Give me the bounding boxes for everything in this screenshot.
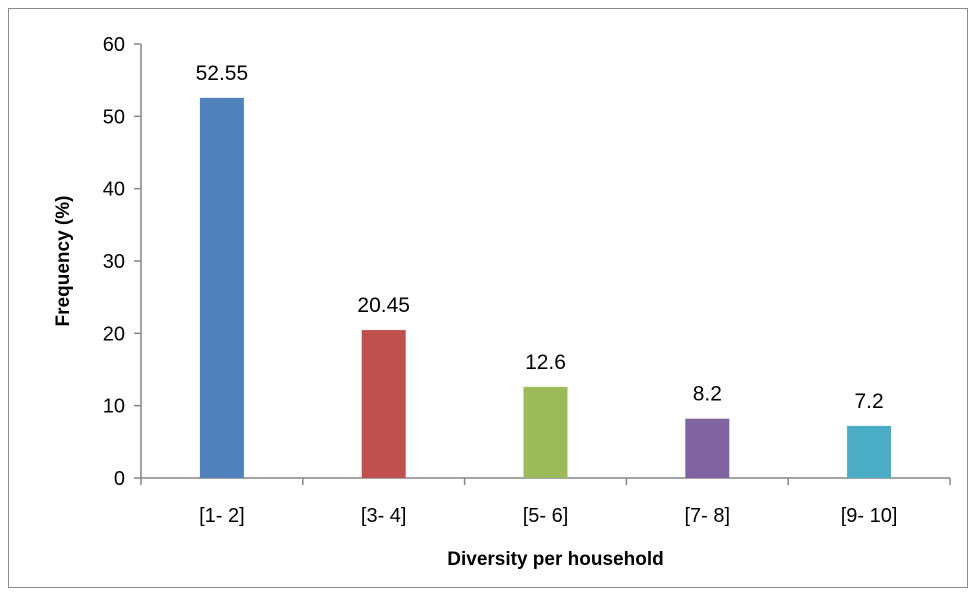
- data-label: 7.2: [854, 390, 883, 413]
- x-tick-label: [7- 8]: [685, 505, 731, 527]
- bar: [685, 418, 730, 478]
- data-label: 52.55: [196, 62, 249, 85]
- y-tick-label: 60: [103, 34, 125, 56]
- y-tick-label: 20: [103, 323, 125, 345]
- data-label: 20.45: [357, 294, 410, 317]
- x-tick-label: [1- 2]: [199, 505, 245, 527]
- y-axis: 0 10 20 30 40 50 60: [103, 34, 142, 490]
- x-axis: [1- 2] [3- 4] [5- 6] [7- 8] [9- 10]: [140, 477, 951, 527]
- bar: [847, 425, 892, 478]
- bars: [199, 97, 892, 478]
- y-tick-label: 40: [103, 179, 125, 201]
- y-tick-label: 30: [103, 251, 125, 273]
- data-label: 12.6: [525, 351, 566, 374]
- x-axis-title: Diversity per household: [447, 549, 663, 570]
- x-tick-label: [5- 6]: [523, 505, 569, 527]
- x-tick-label: [3- 4]: [361, 505, 407, 527]
- bar: [523, 386, 568, 478]
- x-tick-label: [9- 10]: [841, 505, 898, 527]
- y-tick-label: 50: [103, 106, 125, 128]
- y-tick-label: 0: [114, 468, 125, 490]
- data-label: 8.2: [693, 383, 722, 406]
- bar: [199, 97, 244, 478]
- y-tick-label: 10: [103, 396, 125, 418]
- bar: [361, 330, 406, 478]
- chart-frame: [8, 8, 968, 588]
- data-labels: 52.55 20.45 12.6 8.2 7.2: [196, 62, 884, 413]
- y-axis-title: Frequency (%): [53, 196, 74, 327]
